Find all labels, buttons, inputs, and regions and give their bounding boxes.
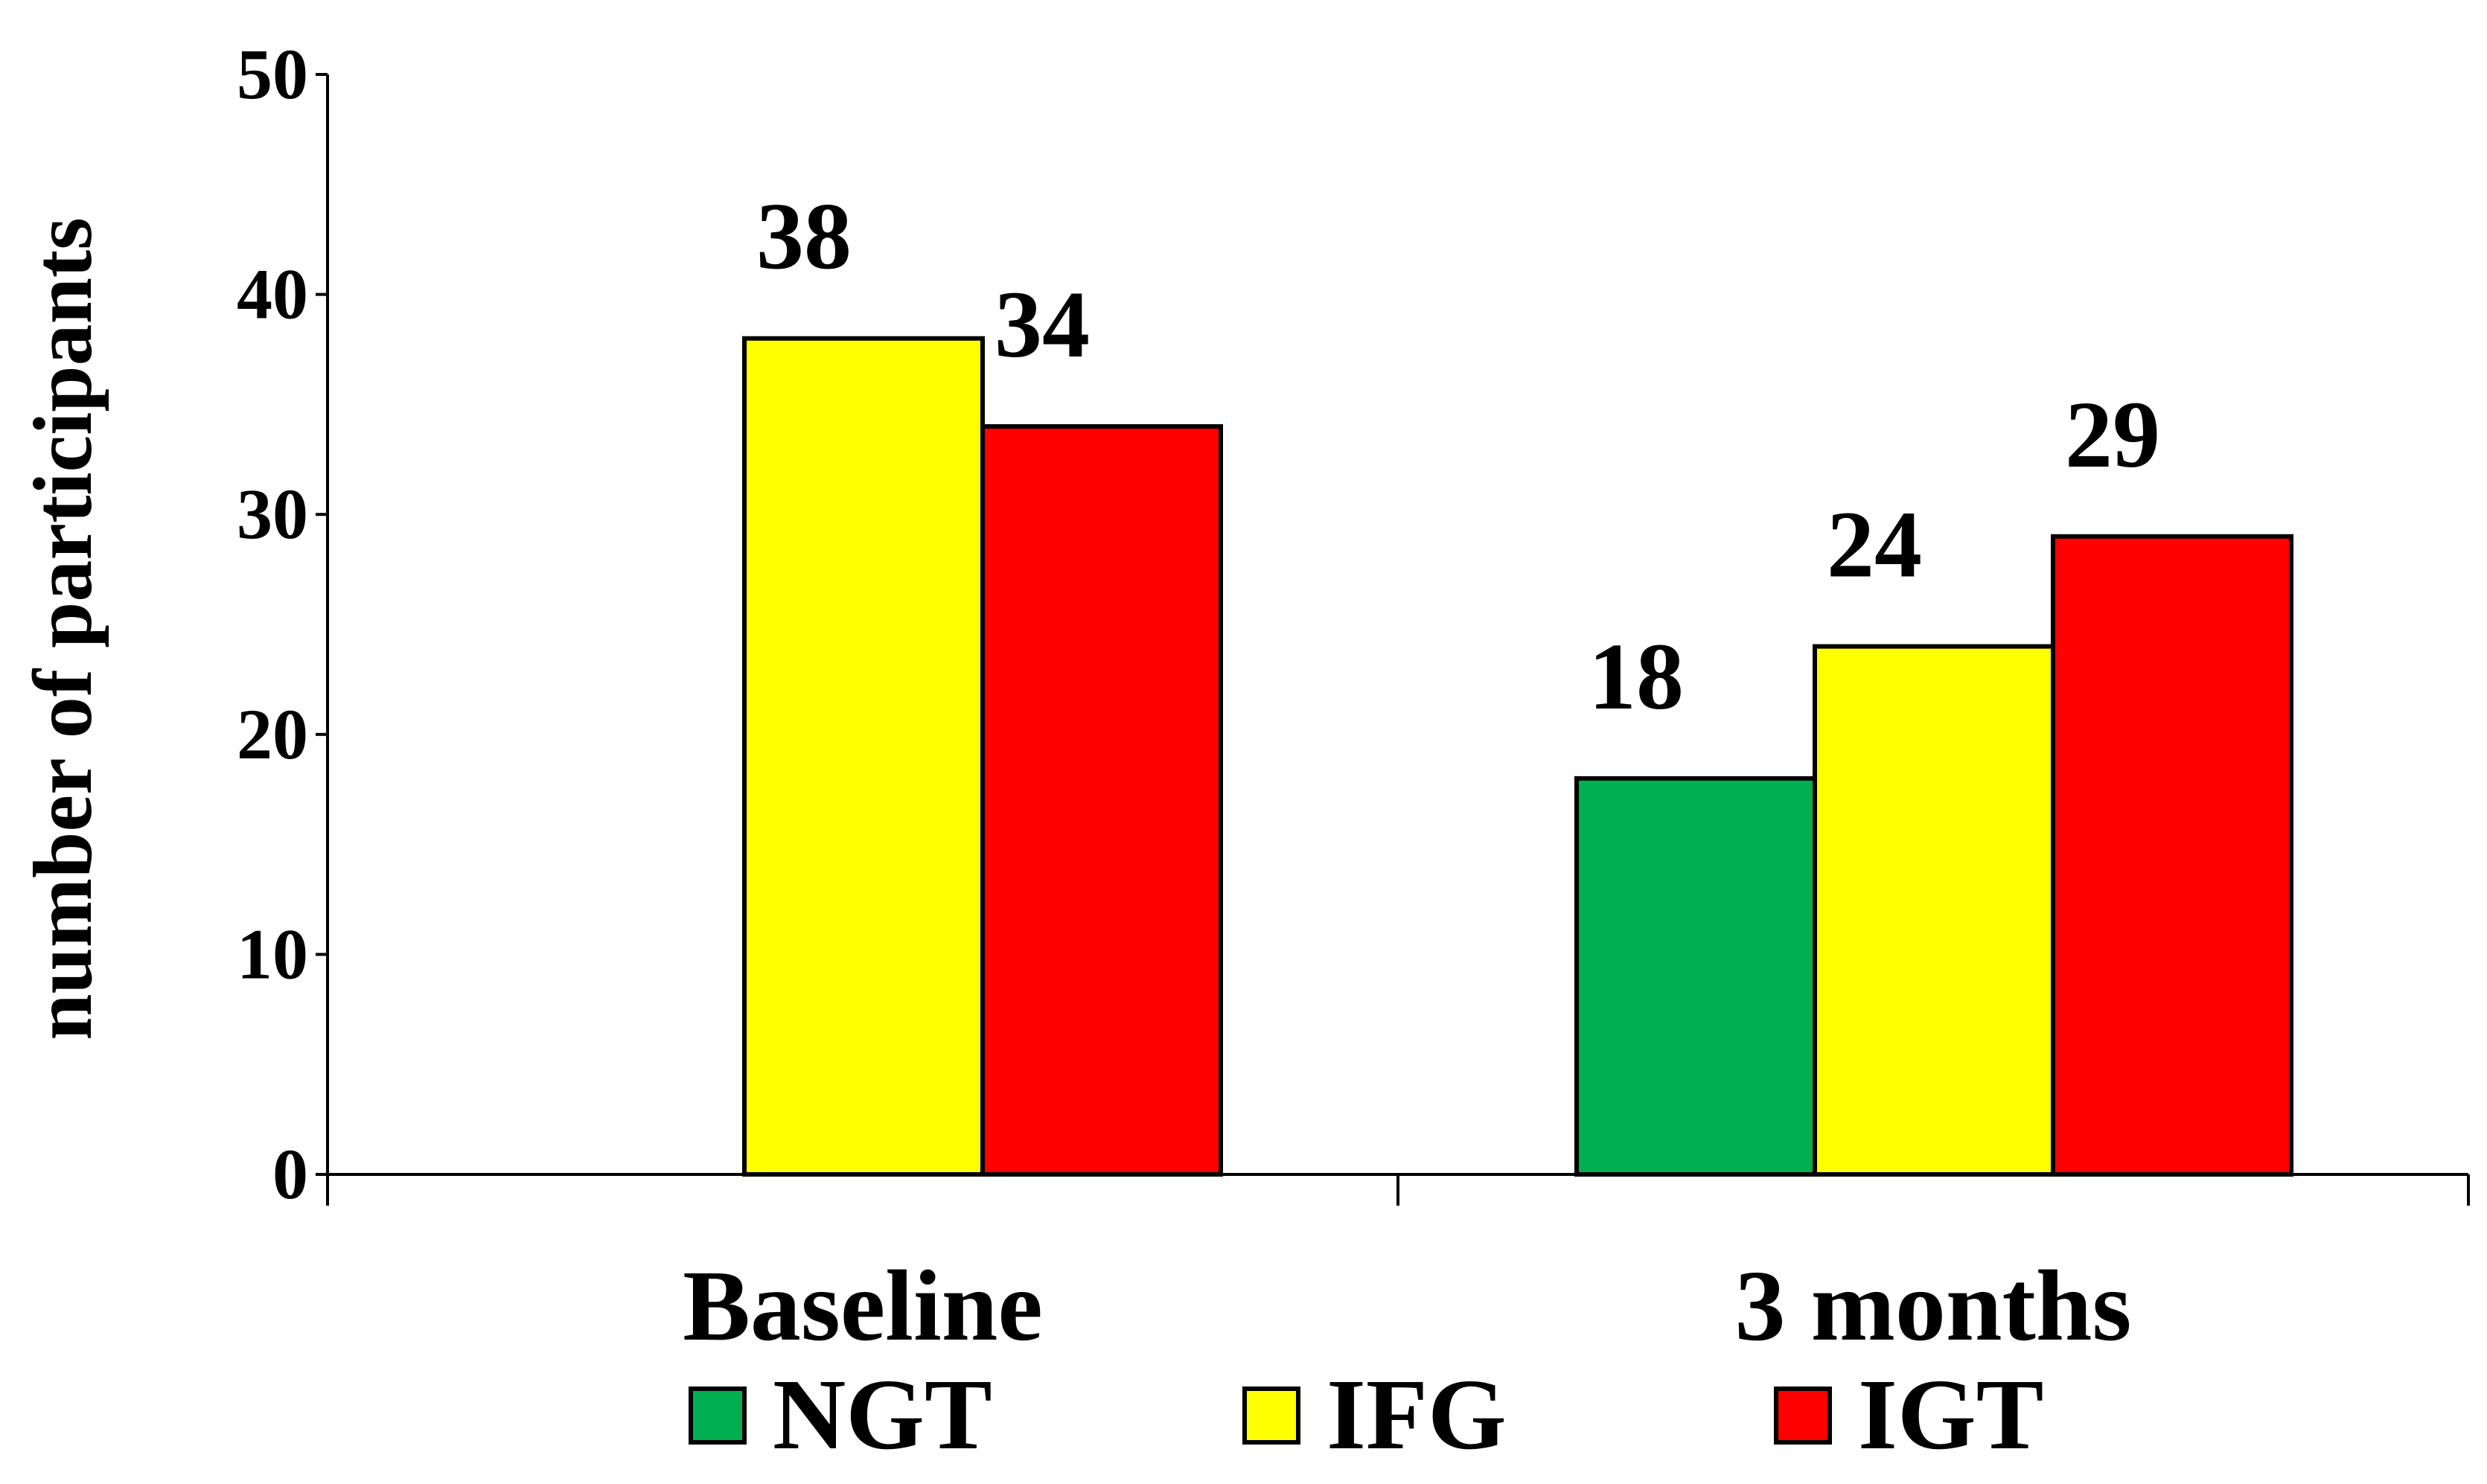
bar: [1813, 644, 2055, 1177]
data-label: 38: [756, 184, 852, 290]
legend-swatch: [1242, 1387, 1300, 1445]
bar: [1574, 775, 1817, 1177]
data-labels: 38 34 18 24 29: [756, 184, 2160, 729]
legend-label: NGT: [773, 1359, 992, 1471]
category-labels: Baseline 3 months: [683, 1250, 2131, 1362]
y-tick-label: 40: [237, 255, 308, 334]
legend-label: IGT: [1858, 1359, 2043, 1471]
data-label: 18: [1589, 624, 1684, 729]
y-tick-label: 50: [237, 34, 308, 114]
bar: [980, 423, 1223, 1177]
legend: NGT IFG IGT: [689, 1359, 2043, 1471]
legend-label: IFG: [1326, 1359, 1507, 1471]
data-label: 34: [995, 272, 1090, 377]
legend-swatch: [689, 1387, 747, 1445]
category-label: 3 months: [1735, 1250, 2132, 1362]
category-label: Baseline: [683, 1250, 1043, 1362]
data-label: 24: [1827, 492, 1922, 598]
y-axis-title: number of participants: [17, 217, 109, 1040]
y-tick-label: 20: [237, 694, 308, 774]
y-tick-label: 30: [237, 474, 308, 554]
bar: [2051, 534, 2293, 1177]
axes: 0 10 20 30 40 50: [237, 34, 2470, 1214]
y-tick-label: 0: [272, 1134, 308, 1214]
data-label: 29: [2065, 382, 2160, 487]
bars: [742, 336, 2293, 1177]
bar: [742, 336, 985, 1177]
legend-swatch: [1774, 1387, 1832, 1445]
y-tick-label: 10: [237, 914, 308, 994]
